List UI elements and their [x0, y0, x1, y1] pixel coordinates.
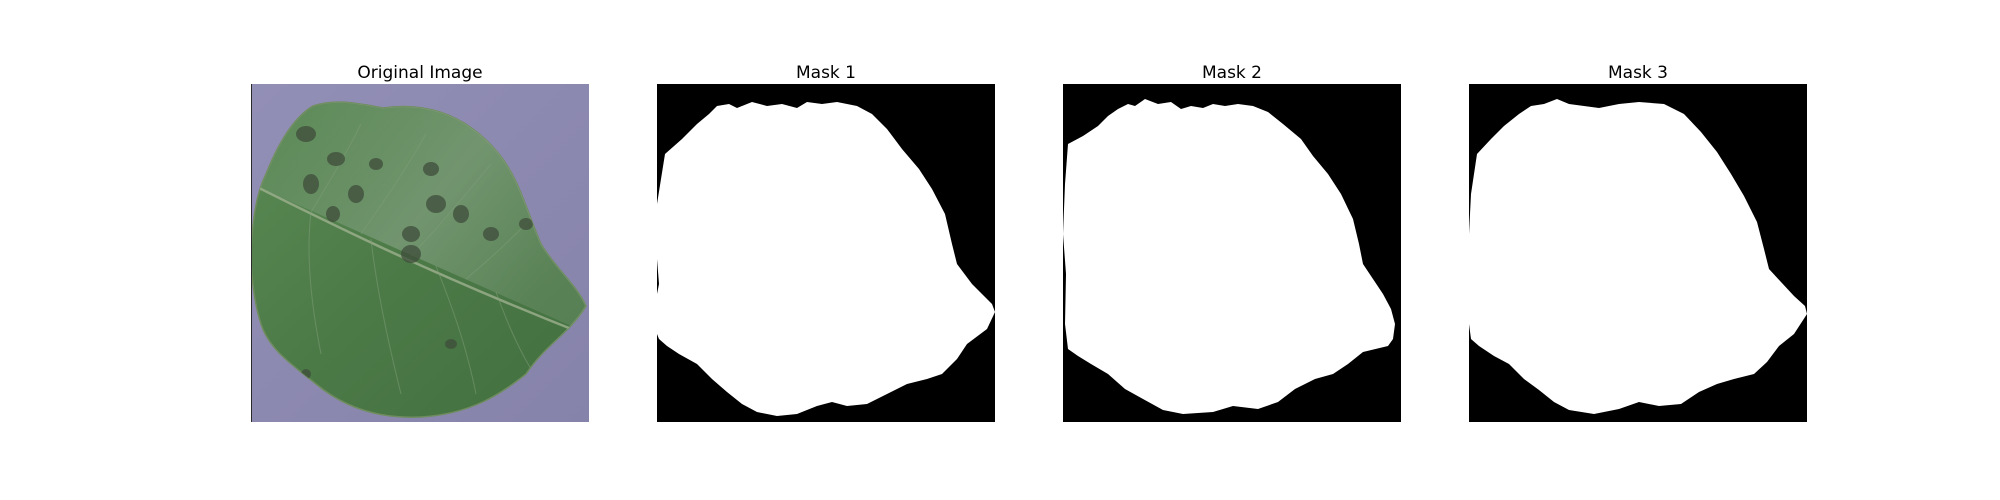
mask-shape [1063, 99, 1395, 414]
panel-title: Mask 1 [795, 63, 856, 83]
panel-title: Mask 3 [1607, 63, 1668, 83]
panel-title: Original Image [357, 63, 483, 83]
original-leaf-image [251, 84, 589, 422]
panel-original-image: Original Image [251, 62, 589, 422]
mask-1-image [657, 84, 995, 422]
mask-shape [1469, 99, 1807, 414]
panel-mask-3: Mask 3 [1469, 62, 1807, 422]
panel-mask-2: Mask 2 [1063, 62, 1401, 422]
mask-shape [657, 102, 995, 416]
mask-3-image [1469, 84, 1807, 422]
panel-title: Mask 2 [1201, 63, 1262, 83]
panel-mask-1: Mask 1 [657, 62, 995, 422]
mask-2-image [1063, 84, 1401, 422]
